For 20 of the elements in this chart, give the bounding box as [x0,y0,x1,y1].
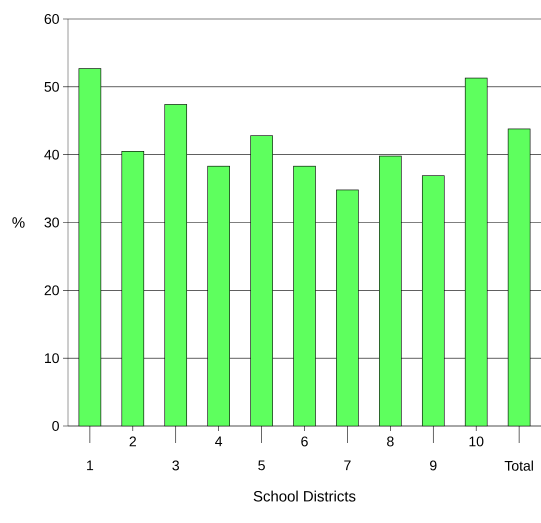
y-tick-label: 0 [52,421,59,431]
y-axis-title: % [12,217,25,228]
x-tick-label: 1 [87,460,94,470]
x-tick-label: 3 [172,460,179,470]
x-tick-label: 7 [344,460,351,470]
x-tick-label: 2 [130,436,136,446]
x-tick-label: 5 [258,460,265,470]
y-tick-label: 30 [44,218,59,228]
y-tick-label: 60 [44,14,59,24]
y-tick-label: 50 [44,82,59,92]
x-tick-label: 9 [430,460,436,470]
x-tick-label: 4 [215,436,222,446]
y-tick-label: 20 [44,285,59,296]
y-tick-label: 10 [45,353,59,364]
x-tick-label: 8 [387,436,394,446]
y-tick-label: 40 [44,150,59,160]
x-tick-label: 10 [470,436,484,446]
x-tick-label: 6 [301,436,308,446]
x-axis-title: School Districts [254,490,356,502]
x-tick-label: Total [504,460,533,471]
